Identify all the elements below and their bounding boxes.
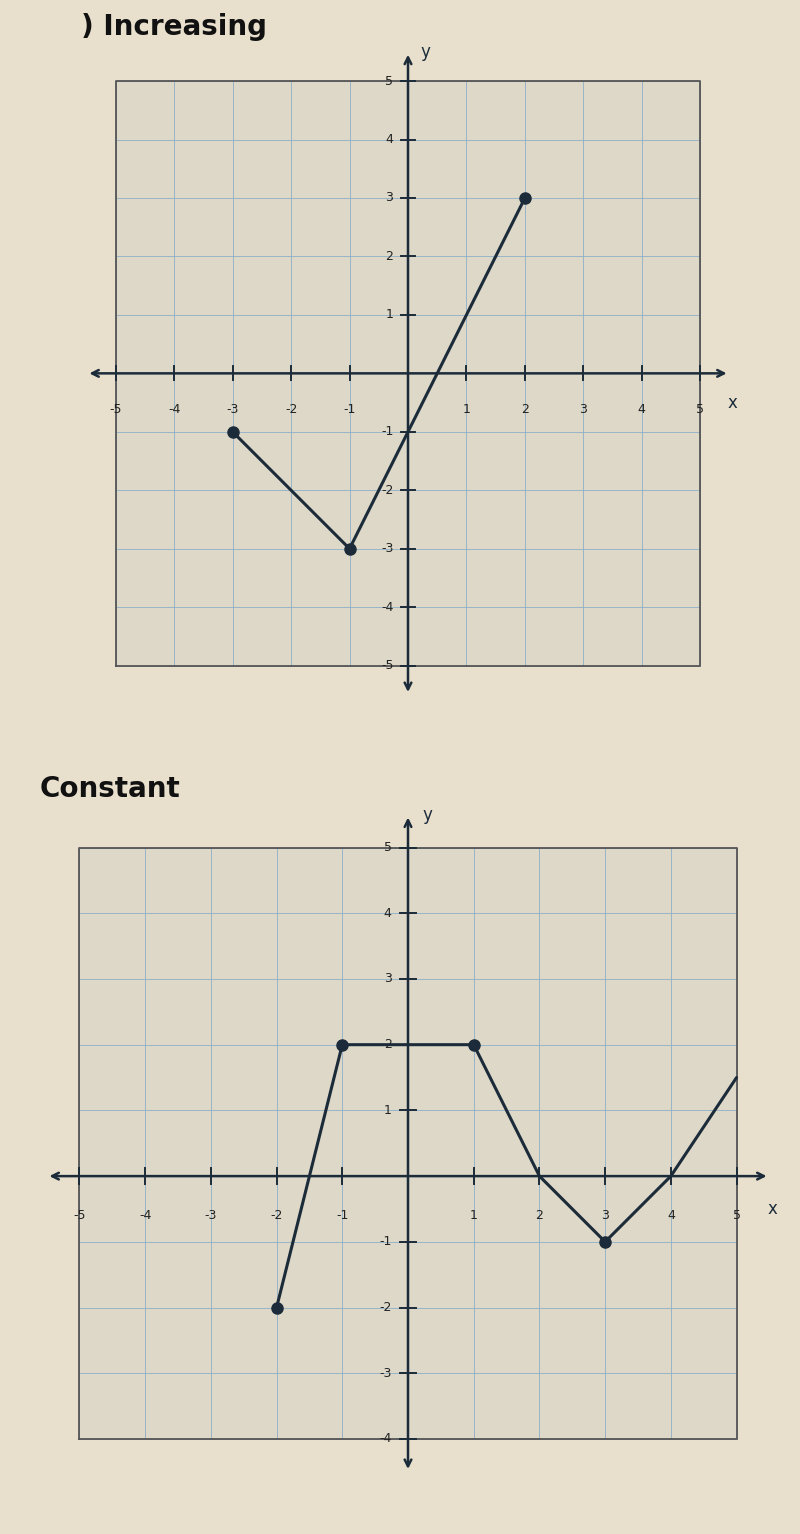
Text: 1: 1 xyxy=(386,308,394,322)
Text: -1: -1 xyxy=(336,1209,349,1223)
Text: -4: -4 xyxy=(168,402,180,416)
Text: 5: 5 xyxy=(696,402,704,416)
Text: -3: -3 xyxy=(379,1367,391,1379)
Text: -1: -1 xyxy=(379,1235,391,1249)
Text: 1: 1 xyxy=(384,1104,391,1117)
Text: 2: 2 xyxy=(535,1209,543,1223)
Text: -2: -2 xyxy=(381,483,394,497)
Text: 5: 5 xyxy=(383,841,391,854)
Text: x: x xyxy=(768,1200,778,1218)
Text: Constant: Constant xyxy=(40,775,181,802)
Text: x: x xyxy=(727,394,738,411)
Text: 3: 3 xyxy=(386,192,394,204)
Text: -3: -3 xyxy=(205,1209,217,1223)
Text: 1: 1 xyxy=(462,402,470,416)
Bar xyxy=(116,81,700,666)
Text: 4: 4 xyxy=(384,907,391,920)
Text: 2: 2 xyxy=(384,1039,391,1051)
Text: y: y xyxy=(422,805,433,824)
Text: 3: 3 xyxy=(384,973,391,985)
Text: 4: 4 xyxy=(386,133,394,146)
Text: -4: -4 xyxy=(379,1433,391,1445)
Text: ) Increasing: ) Increasing xyxy=(81,12,266,41)
Text: -2: -2 xyxy=(379,1301,391,1315)
Text: 4: 4 xyxy=(638,402,646,416)
Text: -4: -4 xyxy=(381,601,394,614)
Bar xyxy=(79,848,737,1439)
Text: -4: -4 xyxy=(139,1209,151,1223)
Text: -5: -5 xyxy=(110,402,122,416)
Text: -1: -1 xyxy=(343,402,356,416)
Text: -2: -2 xyxy=(270,1209,282,1223)
Text: y: y xyxy=(421,43,430,61)
Text: -5: -5 xyxy=(73,1209,86,1223)
Text: 1: 1 xyxy=(470,1209,478,1223)
Text: -1: -1 xyxy=(381,425,394,439)
Text: 5: 5 xyxy=(733,1209,741,1223)
Text: 3: 3 xyxy=(579,402,587,416)
Text: 3: 3 xyxy=(602,1209,609,1223)
Text: 4: 4 xyxy=(667,1209,674,1223)
Text: 2: 2 xyxy=(386,250,394,262)
Text: -5: -5 xyxy=(381,660,394,672)
Text: 2: 2 xyxy=(521,402,529,416)
Text: -3: -3 xyxy=(226,402,239,416)
Text: -3: -3 xyxy=(381,542,394,555)
Text: 5: 5 xyxy=(386,75,394,87)
Text: -2: -2 xyxy=(285,402,298,416)
